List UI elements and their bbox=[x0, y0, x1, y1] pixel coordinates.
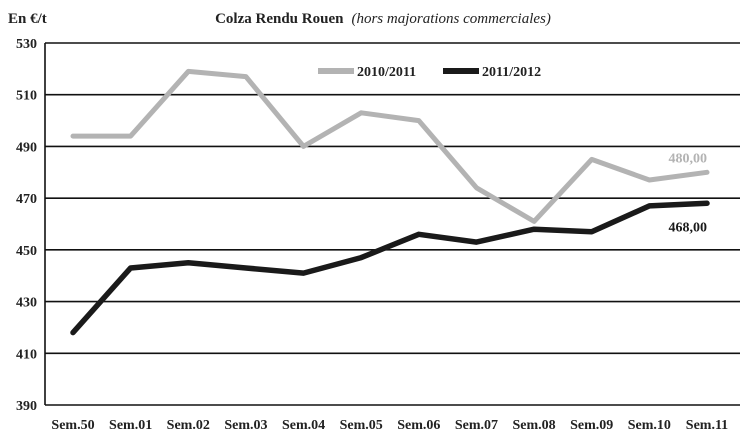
axes bbox=[44, 43, 740, 406]
legend-label-2010-2011: 2010/2011 bbox=[357, 65, 416, 80]
y-tick-label: 430 bbox=[16, 296, 37, 311]
x-tick-label: Sem.08 bbox=[513, 418, 556, 433]
series-line-2010-2011 bbox=[70, 68, 710, 224]
y-tick-label: 450 bbox=[16, 244, 37, 259]
x-tick-label: Sem.07 bbox=[455, 418, 498, 433]
x-tick-label: Sem.10 bbox=[628, 418, 671, 433]
x-tick-label: Sem.09 bbox=[570, 418, 613, 433]
y-unit-label: En €/t bbox=[8, 11, 47, 27]
y-tick-label: 470 bbox=[16, 192, 37, 207]
x-tick-label: Sem.03 bbox=[224, 418, 267, 433]
y-tick-label: 390 bbox=[16, 399, 37, 414]
y-tick-label: 510 bbox=[16, 89, 37, 104]
chart-subtitle: (hors majorations commerciales) bbox=[351, 11, 550, 27]
legend-label-2011-2012: 2011/2012 bbox=[482, 65, 541, 80]
x-tick-label: Sem.01 bbox=[109, 418, 152, 433]
x-tick-label: Sem.02 bbox=[167, 418, 210, 433]
x-tick-label: Sem.11 bbox=[686, 418, 728, 433]
x-tick-label: Sem.04 bbox=[282, 418, 325, 433]
data-label-2010-2011: 480,00 bbox=[669, 151, 708, 166]
series-line-2011-2012 bbox=[70, 200, 710, 336]
y-tick-labels: 390 410 430 450 470 490 510 530 bbox=[16, 37, 37, 414]
y-tick-label: 530 bbox=[16, 37, 37, 52]
data-label-2011-2012: 468,00 bbox=[669, 220, 708, 235]
x-tick-label: Sem.05 bbox=[340, 418, 383, 433]
y-tick-label: 410 bbox=[16, 347, 37, 362]
x-tick-label: Sem.50 bbox=[51, 418, 94, 433]
series-lines bbox=[70, 68, 710, 336]
grid-lines bbox=[45, 42, 740, 355]
chart-title: Colza Rendu Rouen (hors majorations comme… bbox=[215, 11, 551, 27]
data-labels: 480,00 468,00 bbox=[669, 151, 708, 235]
x-tick-label: Sem.06 bbox=[397, 418, 440, 433]
y-tick-label: 490 bbox=[16, 140, 37, 155]
legend: 2010/2011 2011/2012 bbox=[318, 65, 541, 80]
chart-title-main: Colza Rendu Rouen bbox=[215, 11, 344, 27]
x-tick-labels: Sem.50 Sem.01 Sem.02 Sem.03 Sem.04 Sem.05 Sem.… bbox=[51, 418, 728, 433]
